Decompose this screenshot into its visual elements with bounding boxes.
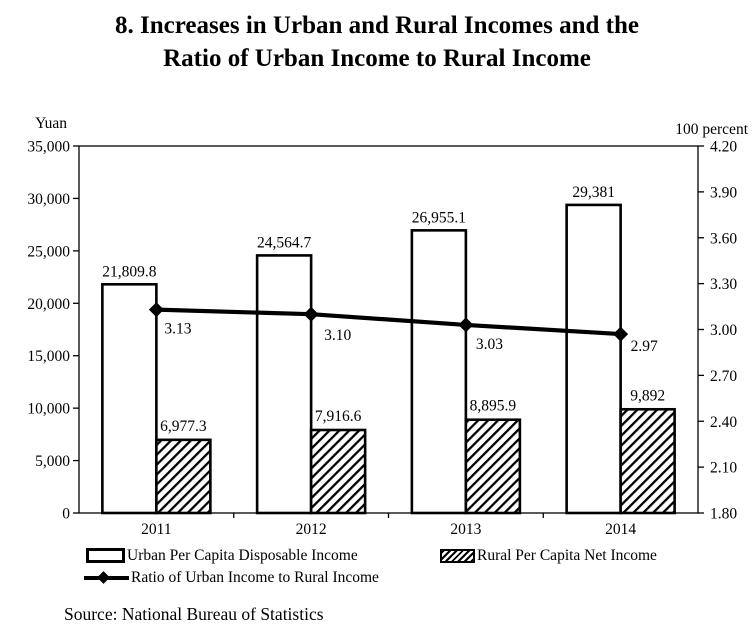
bar-urban-2011 [101,283,158,515]
right-axis-tick-label: 3.60 [710,230,737,247]
source-note: Source: National Bureau of Statistics [64,604,324,624]
bar-urban-2014 [565,203,622,515]
ratio-label-2014: 2.97 [631,338,658,355]
chart-title: 8. Increases in Urban and Rural Incomes … [0,9,754,75]
left-axis-unit-label: Yuan [35,115,67,132]
bar-label-rural-2011: 6,977.3 [160,418,207,435]
bar-label-urban-2014: 29,381 [572,184,615,201]
right-axis-tick-label: 1.80 [710,506,737,523]
x-axis-label-2014: 2014 [605,521,636,538]
bar-label-rural-2013: 8,895.9 [470,398,517,415]
ratio-label-2012: 3.10 [324,327,351,344]
legend-item-rural: Rural Per Capita Net Income [440,546,657,565]
left-axis-tick-label: 0 [62,506,70,523]
bar-label-urban-2012: 24,564.7 [257,234,312,251]
x-axis-label-2012: 2012 [296,521,327,538]
bar-label-rural-2014: 9,892 [630,387,665,404]
ratio-marker-2012 [303,306,319,322]
right-axis-unit-label: 100 percent [675,121,748,138]
ratio-line-swatch-icon [84,570,129,586]
x-axis-label-2011: 2011 [141,521,171,538]
left-axis-tick-label: 25,000 [27,243,70,260]
legend-label-urban: Urban Per Capita Disposable Income [127,547,358,564]
bar-rural-2013 [464,418,522,515]
ratio-marker-2013 [458,317,474,333]
right-axis-tick-label: 3.90 [710,184,737,201]
ratio-label-2013: 3.03 [476,336,503,353]
left-axis-tick-label: 20,000 [27,296,70,313]
right-axis-tick-label: 4.20 [710,139,737,156]
bar-rural-2011 [155,438,212,515]
left-axis-tick-label: 5,000 [35,453,70,470]
legend-label-ratio: Ratio of Urban Income to Rural Income [131,569,379,586]
right-axis-tick-label: 3.00 [710,322,737,339]
legend-item-urban: Urban Per Capita Disposable Income [86,546,358,565]
ratio-line [156,307,621,337]
bar-label-urban-2011: 21,809.8 [102,263,157,280]
right-axis-tick-label: 2.40 [710,414,737,431]
left-axis-tick-label: 35,000 [27,139,70,156]
legend-label-rural: Rural Per Capita Net Income [477,547,657,564]
rural-bar-swatch-icon [440,548,475,563]
legend-item-ratio: Ratio of Urban Income to Rural Income [84,568,379,587]
bar-label-rural-2012: 7,916.6 [315,408,362,425]
right-axis-tick-label: 2.70 [710,368,737,385]
bar-label-urban-2013: 26,955.1 [412,209,466,226]
bar-rural-2012 [309,428,367,515]
bar-urban-2012 [255,254,313,515]
ratio-marker-2011 [148,302,164,318]
right-axis-tick-label: 3.30 [710,276,737,293]
ratio-marker-2014 [613,326,629,342]
bar-rural-2014 [619,407,676,515]
bar-urban-2013 [410,229,468,515]
chart-title-line2: Ratio of Urban Income to Rural Income [163,45,591,72]
ratio-label-2011: 3.13 [164,321,191,338]
urban-bar-swatch-icon [86,548,125,563]
chart-plot-area: Yuan 100 percent 35,000 30,000 25,000 20,000 1… [27,115,748,538]
chart-title-line1: 8. Increases in Urban and Rural Incomes … [115,12,639,39]
left-axis-tick-label: 30,000 [27,191,70,208]
left-axis-tick-label: 15,000 [27,348,70,365]
left-axis-tick-label: 10,000 [27,401,70,418]
x-axis-label-2013: 2013 [450,521,481,538]
right-axis-tick-label: 2.10 [710,460,737,477]
